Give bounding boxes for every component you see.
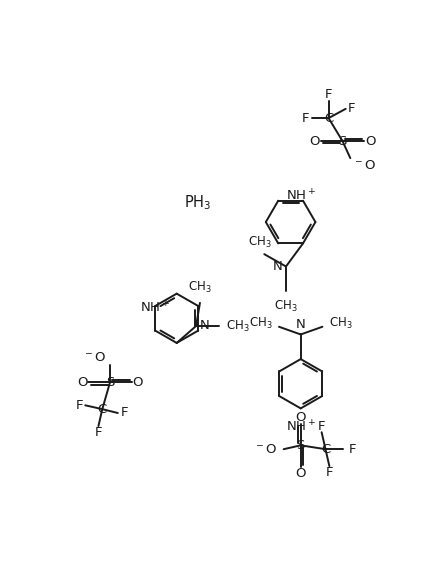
Text: F: F <box>349 443 356 456</box>
Text: F: F <box>318 420 326 433</box>
Text: NH$^+$: NH$^+$ <box>141 300 171 315</box>
Text: O: O <box>133 376 143 389</box>
Text: F: F <box>120 407 128 420</box>
Text: N: N <box>273 260 282 273</box>
Text: $^-$O: $^-$O <box>353 159 377 172</box>
Text: F: F <box>325 88 332 101</box>
Text: F: F <box>348 103 355 115</box>
Text: C: C <box>324 112 333 125</box>
Text: C: C <box>321 443 330 456</box>
Text: F: F <box>95 426 102 439</box>
Text: $^-$O: $^-$O <box>83 351 107 364</box>
Text: CH$_3$: CH$_3$ <box>248 234 272 249</box>
Text: S: S <box>296 439 305 452</box>
Text: NH$^+$: NH$^+$ <box>286 419 316 434</box>
Text: $^-$O: $^-$O <box>254 443 277 456</box>
Text: CH$_3$: CH$_3$ <box>188 280 212 295</box>
Text: NH$^+$: NH$^+$ <box>286 188 316 204</box>
Text: F: F <box>302 112 309 125</box>
Text: O: O <box>296 411 306 424</box>
Text: O: O <box>309 135 320 147</box>
Text: CH$_3$: CH$_3$ <box>226 319 249 333</box>
Text: N: N <box>200 319 210 332</box>
Text: O: O <box>77 376 87 389</box>
Text: C: C <box>98 403 107 416</box>
Text: N: N <box>296 318 306 331</box>
Text: F: F <box>326 466 333 479</box>
Text: CH$_3$: CH$_3$ <box>249 316 273 331</box>
Text: O: O <box>296 467 306 480</box>
Text: F: F <box>76 399 83 412</box>
Text: CH$_3$: CH$_3$ <box>274 299 298 314</box>
Text: S: S <box>106 376 114 389</box>
Text: PH$_3$: PH$_3$ <box>184 193 211 212</box>
Text: S: S <box>339 135 347 147</box>
Text: O: O <box>365 135 376 147</box>
Text: CH$_3$: CH$_3$ <box>329 316 352 331</box>
